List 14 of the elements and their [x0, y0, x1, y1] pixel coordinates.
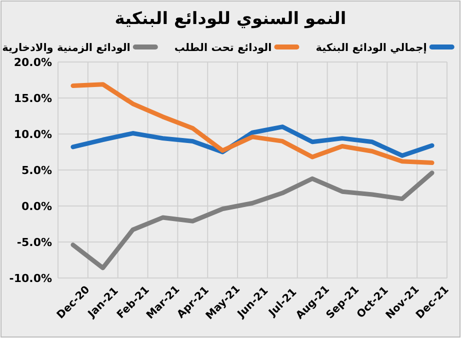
- y-tick-label: 20.0%: [14, 56, 52, 69]
- y-tick-label: 0.0%: [21, 200, 52, 213]
- legend-label: الودائع الزمنية والادخارية: [2, 42, 130, 54]
- y-tick-label: -5.0%: [16, 236, 52, 249]
- line-series: [70, 170, 434, 270]
- line-series: [70, 82, 434, 166]
- y-tick-label: 10.0%: [14, 128, 52, 141]
- line-series: [70, 124, 434, 158]
- y-tick-label: 5.0%: [21, 164, 52, 177]
- chart-title: النمو السنوي للودائع البنكية: [114, 9, 346, 29]
- legend-label: الودائع تحت الطلب: [174, 42, 272, 54]
- y-tick-label: 15.0%: [14, 92, 52, 105]
- y-tick-label: -10.0%: [9, 272, 52, 285]
- legend-label: إجمالي الودائع البنكية: [316, 42, 427, 54]
